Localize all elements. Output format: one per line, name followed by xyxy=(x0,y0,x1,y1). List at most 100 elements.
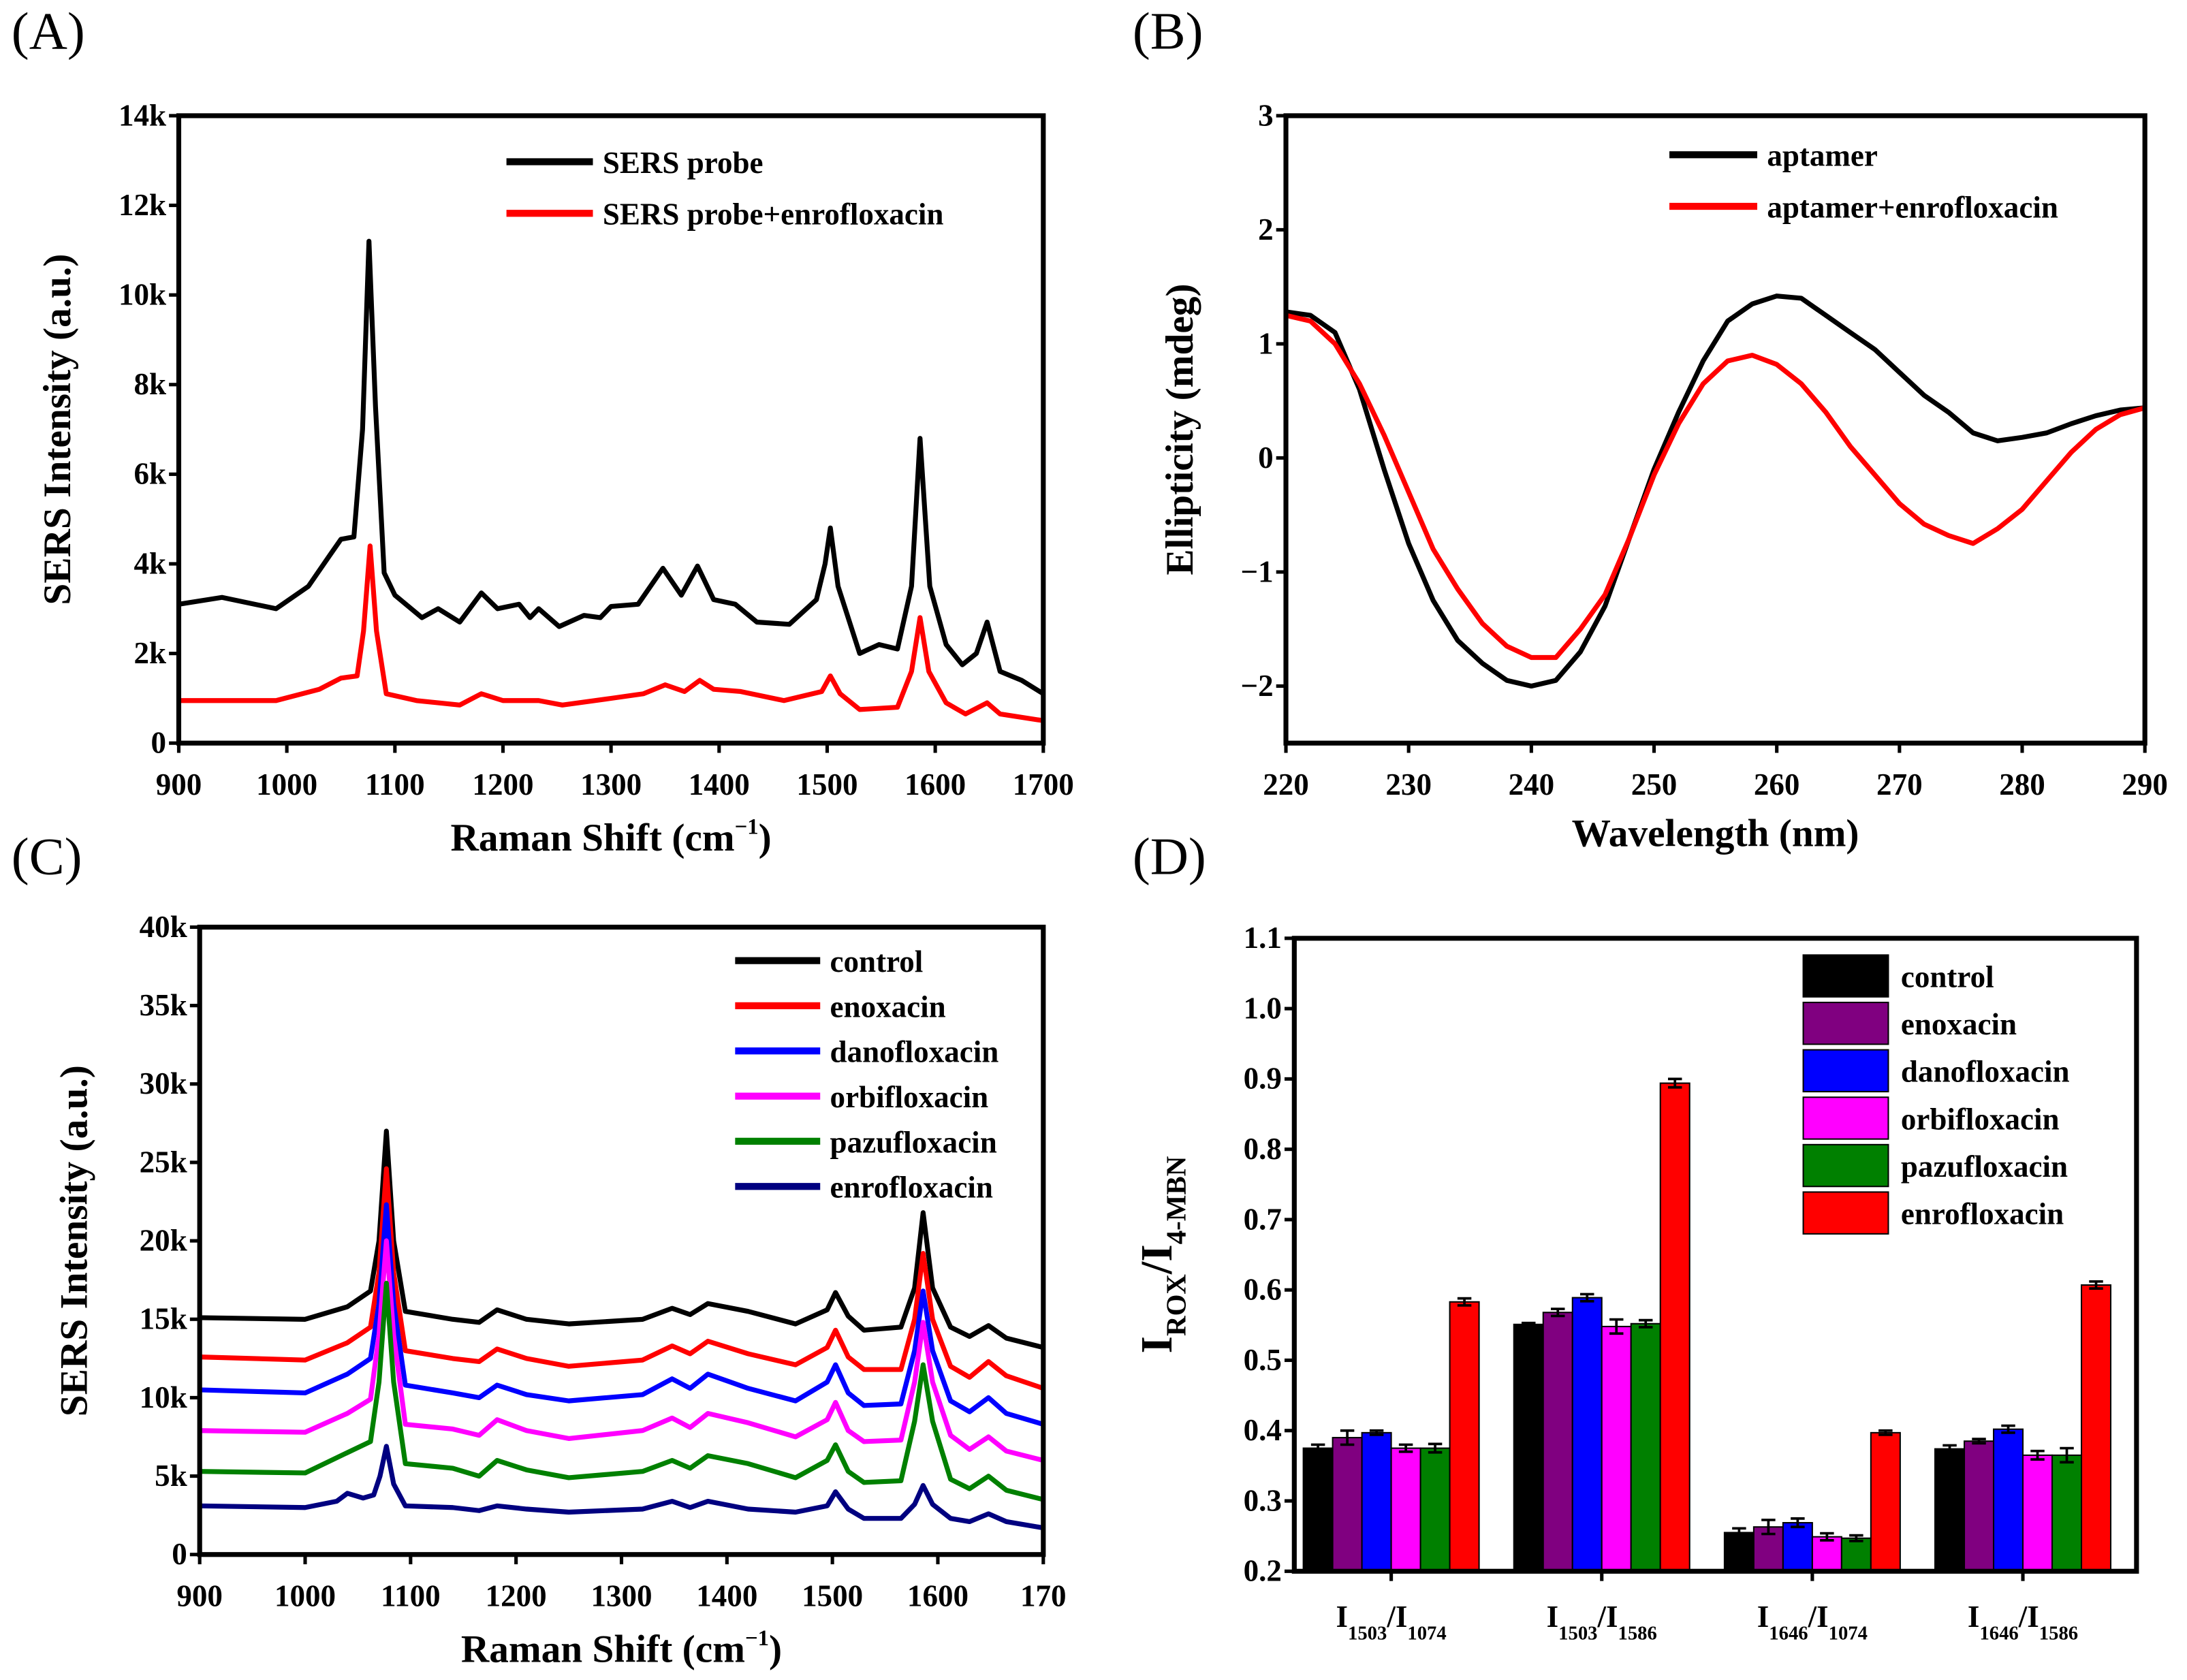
x-tick-label: 1000 xyxy=(256,767,317,802)
y-tick-label: 35k xyxy=(140,988,187,1022)
bar-orbifloxacin xyxy=(2022,1454,2054,1572)
panel-c: (C) 0 5k 10k 15k 20k 25k 30k 35k 40k 900 1000 1100 12… xyxy=(12,827,1067,1671)
bar-enrofloxacin xyxy=(1449,1301,1480,1572)
legend-swatch xyxy=(1802,1143,1889,1188)
panel-label: (B) xyxy=(1133,2,1203,61)
y-tick-label: 0.4 xyxy=(1244,1413,1282,1447)
x-tick-label: 1700 xyxy=(1013,767,1074,802)
y-tick-label: 10k xyxy=(140,1380,187,1414)
error-bar xyxy=(1310,1443,1325,1453)
x-axis-label: Raman Shift (cm−1) xyxy=(461,1626,782,1671)
bar-enrofloxacin xyxy=(1870,1431,1901,1572)
legend-label: orbifloxacin xyxy=(1901,1102,2060,1136)
legend-swatch xyxy=(1802,954,1889,998)
x-category-label: I1503/I1586 xyxy=(1547,1600,1657,1644)
error-bar xyxy=(1551,1307,1565,1318)
error-bar xyxy=(1761,1519,1776,1536)
series-line-danofloxacin xyxy=(200,1202,1043,1427)
y-tick-label: 15k xyxy=(140,1302,187,1336)
x-tick-label: 280 xyxy=(1999,767,2045,802)
y-tick-label: 0 xyxy=(172,1537,187,1571)
y-tick-label: 0 xyxy=(1258,441,1274,475)
series-line-sers-probe-enrofloxacin xyxy=(178,543,1043,723)
series-line-pazufloxacin xyxy=(200,1280,1043,1502)
category-sub1: 1646 xyxy=(1979,1623,2018,1645)
category-sub1: 1646 xyxy=(1769,1623,1808,1645)
x-tick-label: 240 xyxy=(1509,767,1555,802)
error-bar xyxy=(1878,1429,1893,1436)
x-tick-label: 1500 xyxy=(802,1579,863,1613)
y-tick-label: 0.3 xyxy=(1244,1483,1282,1517)
x-axis-label: Wavelength (nm) xyxy=(1572,812,1859,855)
x-tick-label: 270 xyxy=(1876,767,1923,802)
panel-d: (D)0.20.30.40.50.60.70.80.91.01.1I1503/I… xyxy=(1133,827,2139,1645)
category-sub2: 1074 xyxy=(1829,1623,1868,1645)
axes-frame xyxy=(1283,113,2147,746)
x-tick-label: 1200 xyxy=(486,1579,547,1613)
x-axis-label-sup: −1 xyxy=(735,814,759,839)
bar-orbifloxacin xyxy=(1811,1536,1842,1572)
y-tick-label: 10k xyxy=(119,277,166,311)
bar-pazufloxacin xyxy=(1630,1322,1661,1572)
y-tick-label: 1.1 xyxy=(1244,921,1282,955)
bar-orbifloxacin xyxy=(1390,1447,1421,1572)
category-sub1: 1503 xyxy=(1558,1623,1597,1645)
legend-label: pazufloxacin xyxy=(830,1125,997,1159)
series-line-enoxacin xyxy=(200,1166,1043,1391)
bar-danofloxacin xyxy=(1782,1522,1813,1572)
legend-swatch xyxy=(1802,1096,1889,1140)
x-tick-label: 1400 xyxy=(689,767,750,802)
error-bar xyxy=(1580,1293,1594,1303)
series-line-aptamer xyxy=(1286,294,2145,689)
panel-a: (A) 0 2k 4k 6k 8k 10k 12k 14k 900 1000 1100 1200 1300… xyxy=(12,2,1074,859)
bar-danofloxacin xyxy=(1571,1297,1603,1572)
y-tick-label: 5k xyxy=(155,1459,187,1493)
y-label-sub1: ROX xyxy=(1161,1274,1192,1336)
bar-pazufloxacin xyxy=(1840,1537,1872,1572)
y-tick-label: −2 xyxy=(1240,669,1273,703)
y-tick-label: 30k xyxy=(140,1066,187,1100)
error-bar xyxy=(1457,1297,1472,1307)
x-axis-label-end: ) xyxy=(769,1628,782,1670)
error-bar xyxy=(1522,1321,1536,1327)
legend-swatch xyxy=(1802,1191,1889,1235)
x-tick-label: 1500 xyxy=(796,767,858,802)
error-bar xyxy=(2060,1446,2074,1464)
legend-label: orbifloxacin xyxy=(830,1080,989,1114)
bar-danofloxacin xyxy=(1361,1431,1392,1572)
bar-enrofloxacin xyxy=(2080,1284,2112,1572)
panel-b: (B) −2 −1 0 1 2 3 220 230 240 250 260 270 280 290 aptam… xyxy=(1133,2,2168,855)
error-bar xyxy=(1820,1532,1834,1542)
y-tick-label: 2 xyxy=(1258,212,1274,247)
y-axis-label: SERS Intensity (a.u.) xyxy=(52,1065,95,1416)
series-line-orbifloxacin xyxy=(200,1238,1043,1463)
x-tick-label: 290 xyxy=(2122,767,2168,802)
bar-orbifloxacin xyxy=(1601,1325,1632,1572)
error-bar xyxy=(1340,1429,1355,1446)
x-tick-label: 1100 xyxy=(381,1579,441,1613)
y-tick-label: 4k xyxy=(133,546,166,580)
legend-label: pazufloxacin xyxy=(1901,1150,2068,1184)
legend-label: SERS probe xyxy=(603,146,764,180)
y-tick-label: 0.8 xyxy=(1244,1132,1282,1166)
panel-label: (D) xyxy=(1133,827,1206,886)
x-tick-label: 220 xyxy=(1263,767,1309,802)
y-tick-label: 40k xyxy=(140,910,187,944)
error-bar xyxy=(1942,1444,1957,1454)
x-axis-label: Raman Shift (cm−1) xyxy=(451,814,772,859)
category-mid: /I xyxy=(1386,1600,1407,1634)
series-line-control xyxy=(200,1128,1043,1350)
y-tick-label: 3 xyxy=(1258,98,1274,132)
category-sub2: 1586 xyxy=(2039,1623,2078,1645)
error-bar xyxy=(1638,1318,1653,1329)
legend-swatch xyxy=(1802,1001,1889,1045)
y-tick-label: 0.5 xyxy=(1244,1343,1282,1377)
x-tick-label: 1000 xyxy=(274,1579,336,1613)
category-mid: /I xyxy=(1808,1600,1829,1634)
legend-label: danofloxacin xyxy=(1901,1055,2070,1089)
panel-label: (A) xyxy=(12,2,85,61)
legend-label: control xyxy=(1901,960,1994,994)
y-tick-label: 6k xyxy=(133,457,166,491)
y-label-main: I xyxy=(1133,1336,1182,1354)
error-bar xyxy=(1667,1077,1682,1089)
